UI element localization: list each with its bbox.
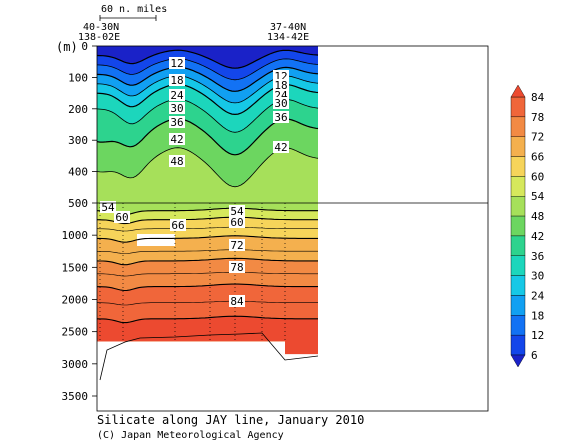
start-station-lat: 40-30N	[83, 22, 119, 33]
contour-label: 30	[170, 102, 183, 115]
colorbar-label: 12	[531, 329, 544, 342]
contour-label: 24	[170, 89, 184, 102]
contour-label: 42	[274, 141, 287, 154]
bottom-topography	[99, 332, 319, 381]
colorbar-label: 54	[531, 190, 545, 203]
contour-label: 60	[230, 216, 243, 229]
colorbar-label: 6	[531, 349, 538, 362]
y-tick-label: 100	[68, 71, 88, 84]
contour-label: 18	[274, 79, 287, 92]
data-bands	[97, 46, 318, 355]
contour-label: 84	[230, 295, 244, 308]
contour-label: 66	[171, 219, 184, 232]
colorbar-label: 30	[531, 270, 544, 283]
y-tick-label: 2500	[62, 326, 89, 339]
end-station-lon: 134-42E	[267, 32, 309, 43]
contour-label: 36	[274, 111, 287, 124]
colorbar-label: 24	[531, 289, 545, 302]
plot-frame	[96, 45, 489, 412]
y-tick-label: 300	[68, 134, 88, 147]
start-station-lon: 138-02E	[78, 32, 120, 43]
contour-label: 42	[170, 133, 183, 146]
colorbar-label: 42	[531, 230, 544, 243]
colorbar-label: 18	[531, 309, 544, 322]
contour-label: 12	[170, 57, 183, 70]
colorbar-label: 84	[531, 91, 545, 104]
y-tick-label: 400	[68, 166, 88, 179]
contour-label: 60	[115, 211, 128, 224]
credit-text: (C) Japan Meteorological Agency	[97, 430, 284, 441]
contour-label: 18	[170, 74, 183, 87]
contour-label: 54	[101, 201, 115, 214]
colorbar-label: 72	[531, 131, 544, 144]
chart-title: Silicate along JAY line, January 2010	[97, 413, 364, 427]
scale-bar-label: 60 n. miles	[101, 4, 167, 15]
y-tick-label: 1500	[62, 261, 89, 274]
colorbar: 6 12 18 24 30 36 42 48 54 60 66 72 78 84	[510, 84, 545, 368]
contour-label: 78	[230, 261, 243, 274]
y-tick-label: 200	[68, 103, 88, 116]
y-tick-label: 2000	[62, 294, 89, 307]
contour-labels: 1218243036424812182430364254606654607278…	[100, 57, 289, 308]
y-tick-label: 500	[68, 197, 88, 210]
missing-data-patch	[137, 234, 175, 246]
contour-label: 72	[230, 239, 243, 252]
contour-label: 48	[170, 155, 183, 168]
y-tick-label: 1000	[62, 229, 89, 242]
colorbar-label: 48	[531, 210, 544, 223]
y-axis: 0 100 200 300 400 500 1000 1500 2000 2500 3000 3500	[62, 40, 97, 403]
y-tick-label: 3000	[62, 358, 89, 371]
end-station-lat: 37-40N	[270, 22, 306, 33]
y-axis-label: (m)	[56, 40, 78, 54]
colorbar-label: 60	[531, 170, 544, 183]
y-tick-label: 0	[81, 40, 88, 53]
colorbar-label: 78	[531, 111, 544, 124]
y-tick-label: 3500	[62, 390, 89, 403]
colorbar-label: 36	[531, 250, 544, 263]
contour-label: 36	[170, 116, 183, 129]
colorbar-label: 66	[531, 151, 544, 164]
contour-label: 30	[274, 97, 287, 110]
contour-label: 54	[230, 205, 244, 218]
